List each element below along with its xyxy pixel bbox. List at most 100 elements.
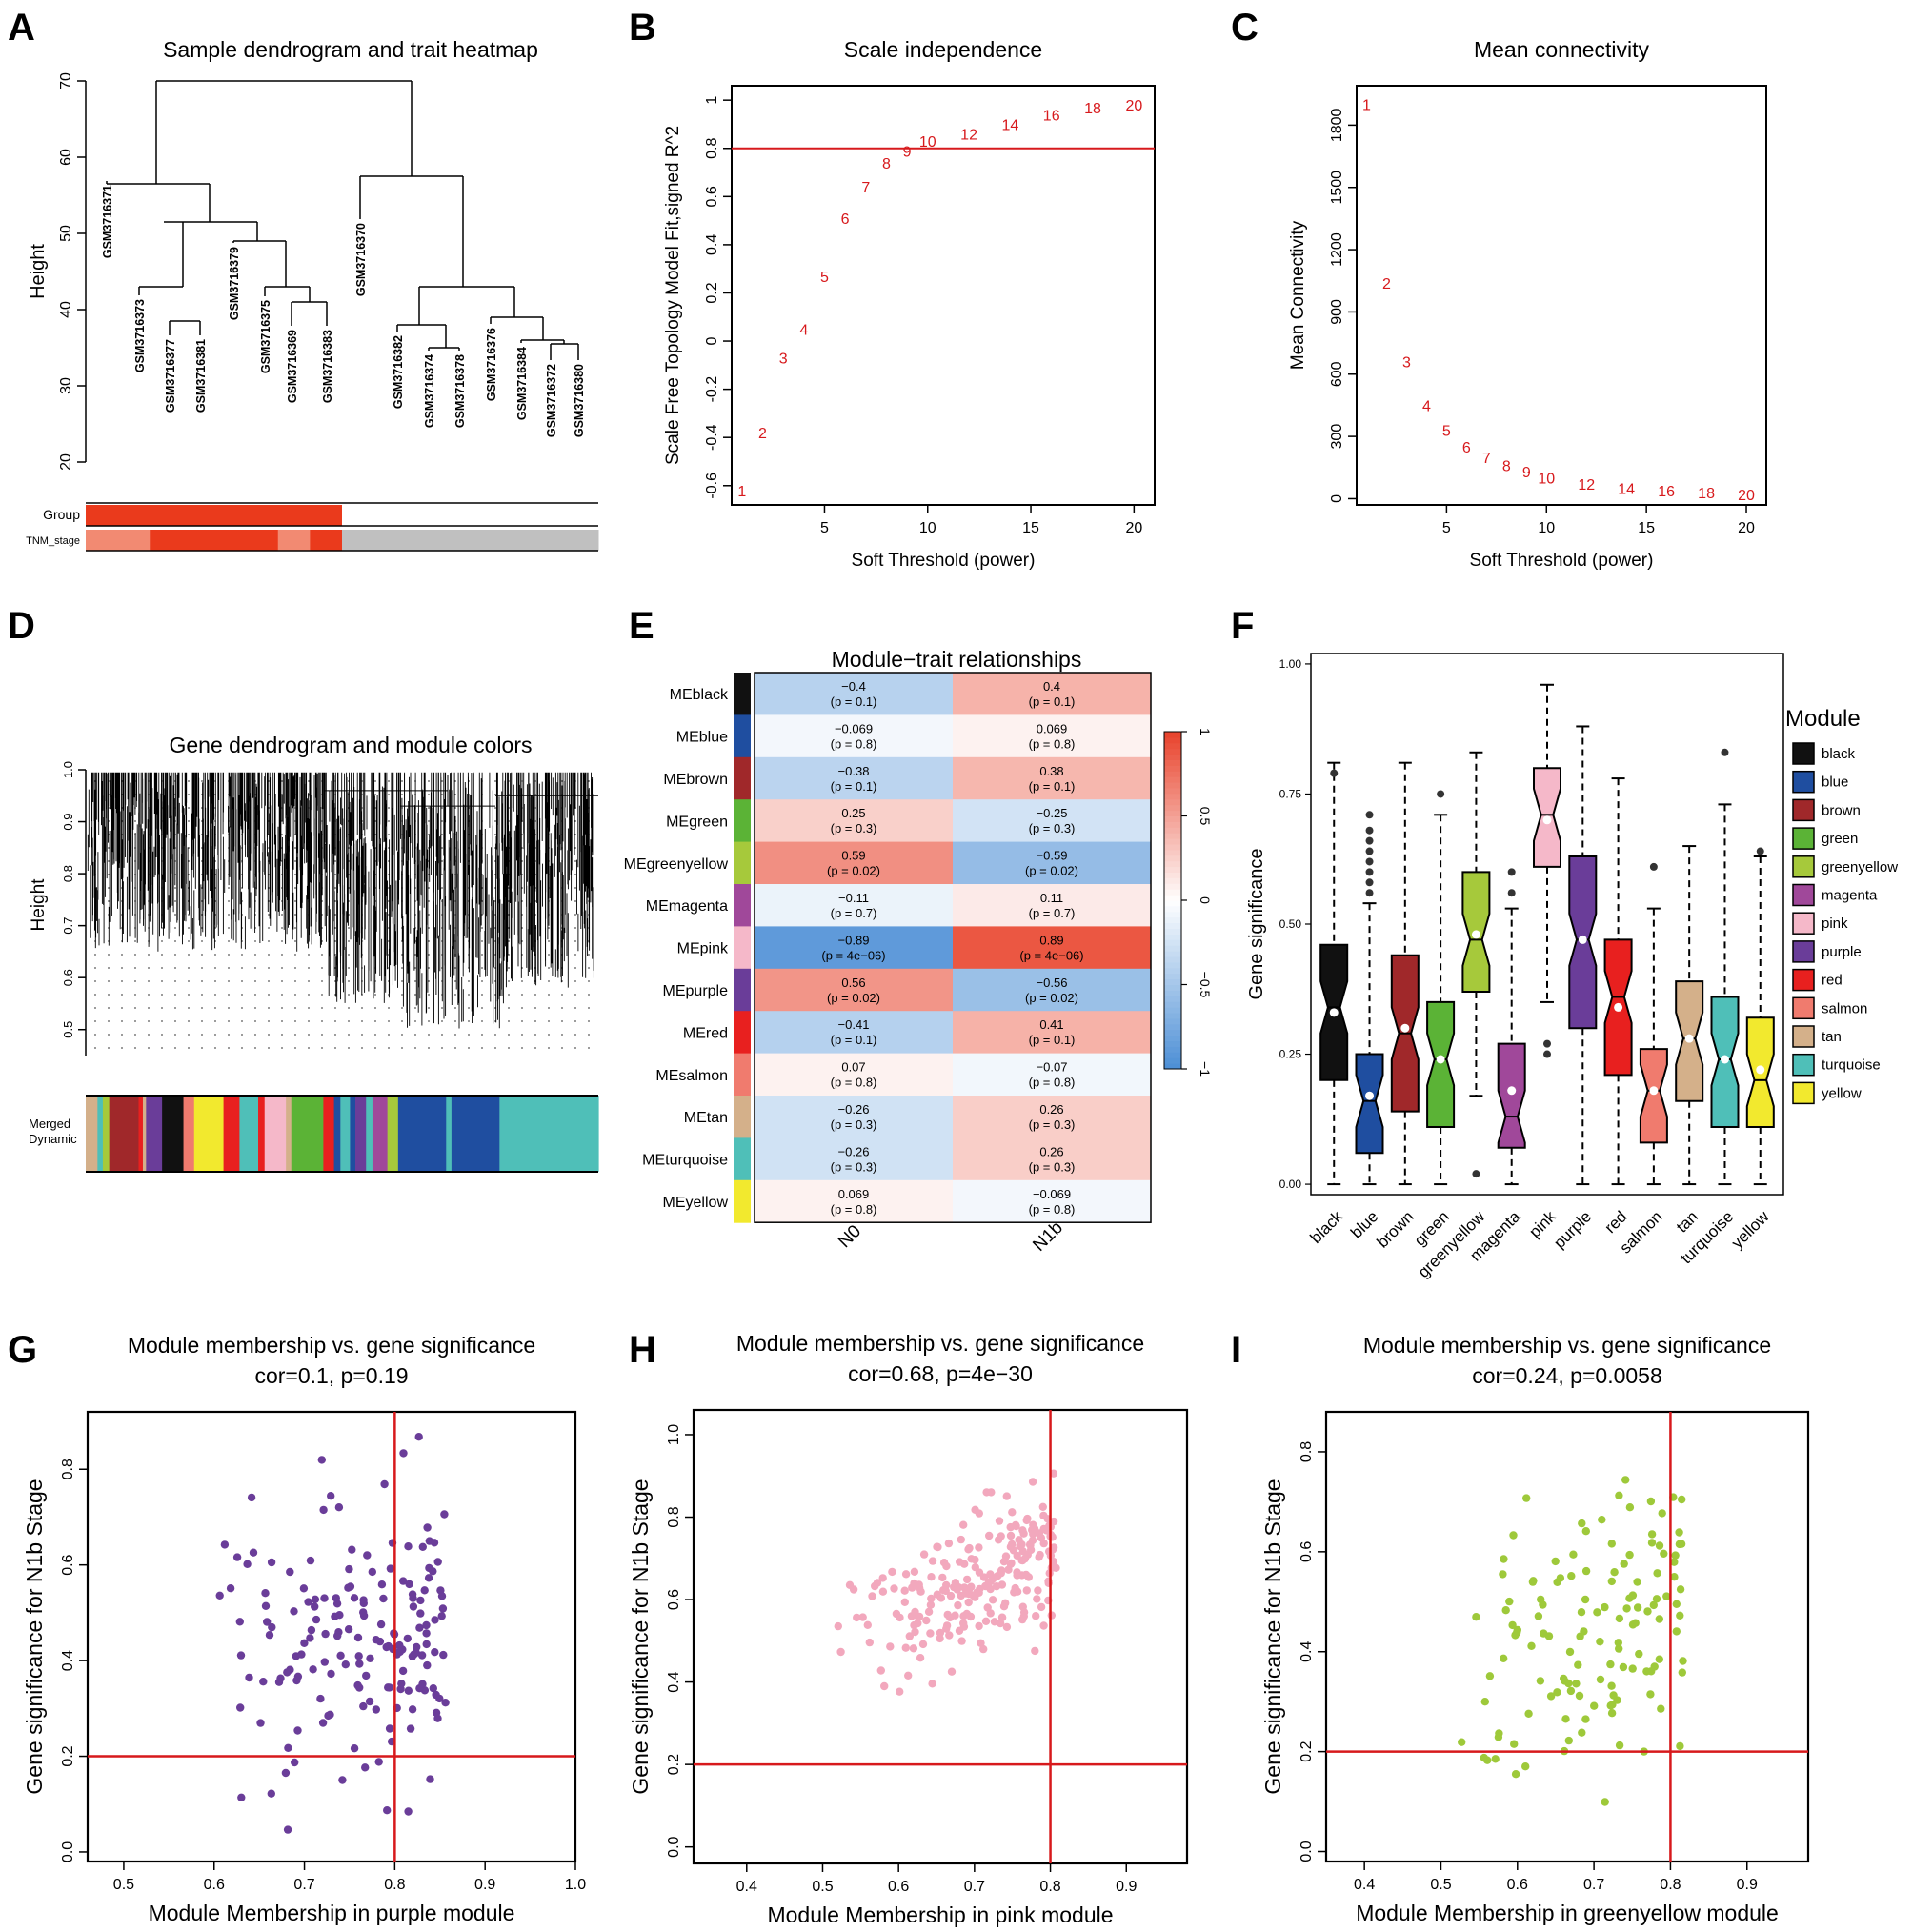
module-color-segment [193,1096,225,1172]
grid-dot [228,1034,230,1036]
trait-cell-group [437,505,471,526]
scatter-point [431,1648,439,1657]
y-tick-label: 0.0 [60,1841,76,1862]
grid-dot [294,1034,296,1036]
grid-dot [281,994,283,996]
chart-subtitle: cor=0.1, p=0.19 [254,1363,408,1388]
grid-dot [494,807,496,809]
y-tick-label: 0.50 [1279,917,1302,931]
grid-dot [388,834,390,835]
grid-dot [308,1034,310,1036]
cell-correlation-label: 0.59 [841,849,865,863]
grid-dot [268,994,270,996]
grid-dot [374,1047,376,1049]
grid-dot [494,820,496,822]
heatmap-cell [953,756,1151,800]
grid-dot [188,794,190,795]
data-label: 16 [1043,108,1060,124]
legend-swatch [1792,827,1815,850]
scatter-point [918,1640,928,1649]
cell-correlation-label: 0.38 [1039,764,1063,778]
scatter-point [293,1726,302,1735]
grid-dot [374,994,376,996]
grid-dot [588,1020,590,1022]
y-tick-label: 20 [58,453,74,471]
scatter-point [1033,1595,1041,1603]
colorbar-step [1164,1013,1181,1019]
colorbar-tick-label: 0.5 [1198,807,1213,826]
grid-dot [108,1047,110,1049]
grid-dot [428,1020,430,1022]
scatter-point [985,1531,994,1540]
grid-dot [281,1034,283,1036]
scatter-point [424,1574,433,1582]
grid-dot [388,1007,390,1009]
module-color-segment [239,1096,259,1172]
grid-dot [294,1047,296,1049]
scatter-point [321,1629,330,1639]
scatter-point [1607,1681,1616,1690]
scatter-point [967,1555,976,1563]
trait-cell-stage [181,530,214,551]
scatter-point [414,1433,423,1441]
y-tick-label: 0.2 [666,1754,682,1775]
panel-e-module-trait-heatmap: Module−trait relationshipsMEblack−0.4(p … [624,647,1213,1256]
scatter-point [1028,1478,1037,1486]
scatter-point [910,1567,919,1577]
grid-dot [428,887,430,889]
grid-dot [494,780,496,782]
scatter-point [834,1621,842,1631]
data-label: 12 [960,128,977,144]
grid-dot [588,994,590,996]
cell-pvalue-label: (p = 0.02) [827,991,880,1005]
grid-dot [574,940,576,942]
scatter-point [399,1449,408,1458]
grid-dot [374,1034,376,1036]
scatter-point [951,1611,959,1620]
scatter-point [936,1594,946,1602]
scatter-point [311,1595,320,1604]
scatter-point [304,1598,312,1606]
grid-dot [481,940,483,942]
grid-dot [414,1020,416,1022]
grid-dot [574,900,576,902]
scatter-point [1501,1606,1510,1615]
panel-letter-h: H [629,1329,656,1371]
grid-dot [321,954,323,956]
y-tick-label: 1 [704,96,720,105]
chart-title: Sample dendrogram and trait heatmap [163,37,538,62]
grid-dot [281,954,283,956]
grid-dot [574,1034,576,1036]
grid-dot [228,954,230,956]
row-label: MEyellow [663,1195,729,1211]
trait-cell-group [277,505,311,526]
trait-cell-stage [277,530,311,551]
colorbar-step [1164,961,1181,969]
grid-dot [308,1047,310,1049]
heatmap-cell [755,756,953,800]
grid-dot [241,1007,243,1009]
grid-dot [428,927,430,929]
data-label: 1 [737,484,746,500]
grid-dot [401,1007,403,1009]
grid-dot [494,834,496,835]
colorbar-step [1164,759,1181,766]
x-tick-label: 0.9 [1116,1879,1137,1895]
y-tick-label: 0.2 [704,282,720,303]
colorbar-step [1164,798,1181,806]
grid-dot [441,887,443,889]
grid-dot [188,834,190,835]
x-tick-label: 0.4 [1354,1877,1375,1893]
grid-dot [521,1020,523,1022]
grid-dot [534,1020,536,1022]
cell-pvalue-label: (p = 0.02) [1025,864,1078,878]
scatter-point [994,1572,1002,1580]
panel-letter-d: D [8,605,35,647]
scatter-point [1537,1595,1545,1604]
scatter-point [997,1580,1007,1589]
scatter-point [987,1488,996,1497]
grid-dot [454,967,456,969]
panel-g-purple-scatter: Module membership vs. gene significance c… [22,1333,586,1925]
scatter-point [1006,1531,1016,1540]
grid-dot [561,994,563,996]
